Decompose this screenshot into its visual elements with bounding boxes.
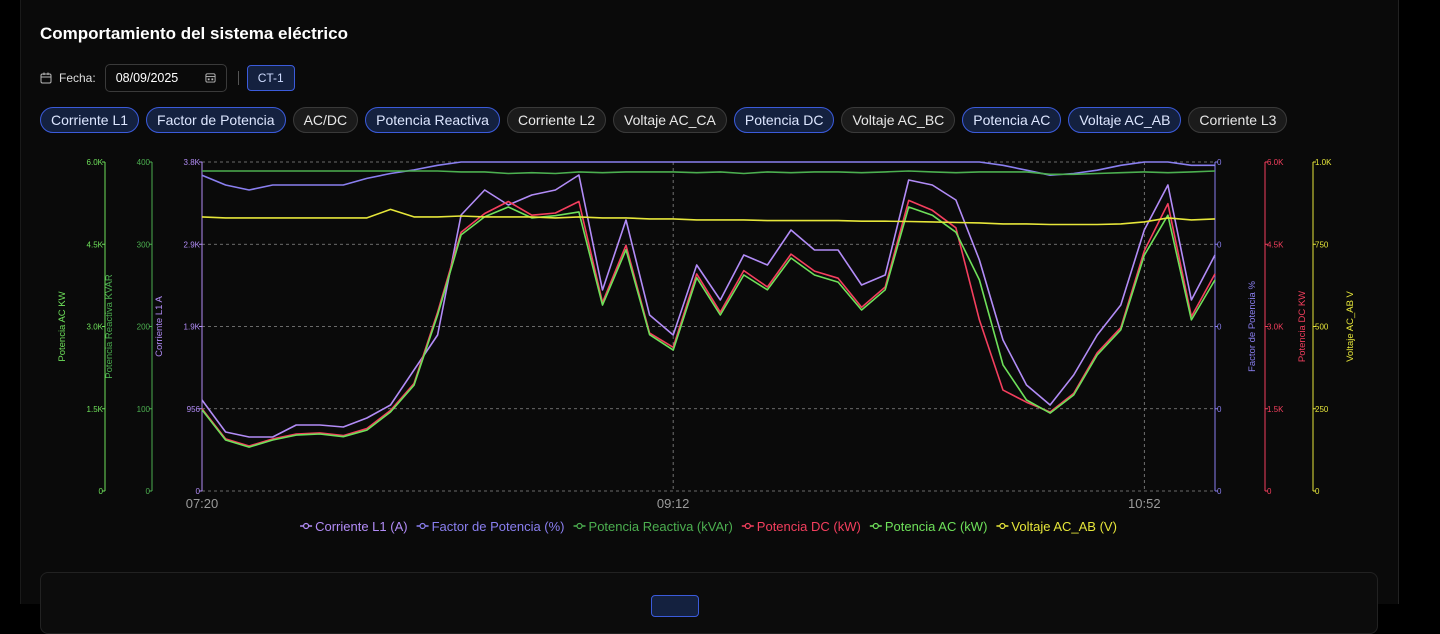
y-tick-label: 1.9K (184, 323, 201, 332)
y-axis-title: Potencia Reactiva KVAR (104, 274, 115, 379)
legend-label: Potencia DC (kW) (757, 519, 861, 534)
legend-item: Potencia AC (kW) (869, 519, 988, 534)
date-label: Fecha: (59, 70, 96, 85)
date-value: 08/09/2025 (115, 70, 179, 85)
station-tag[interactable]: CT-1 (246, 64, 295, 91)
x-tick-label: 07:20 (186, 496, 219, 511)
series-chip[interactable]: Voltaje AC_AB (1068, 107, 1182, 133)
y-tick-label: 3.0K (1267, 323, 1284, 332)
body: 07:20 09:12 10:52 0 956 1.9K 2.9K 3.8K Corriente… (20, 0, 1399, 634)
y-tick-label: 6.0K (87, 158, 104, 167)
separator (237, 70, 239, 85)
series-chip[interactable]: Voltaje AC_BC (841, 107, 956, 133)
series-line (201, 174, 1216, 438)
y-tick-label: 1.0K (1315, 158, 1332, 167)
y-tick-label: 200 (137, 323, 151, 332)
y-tick-label: 250 (1315, 405, 1329, 414)
legend-label: Corriente L1 (A) (315, 519, 407, 534)
legend-symbol (302, 522, 310, 530)
y-tick-label: 500 (1315, 323, 1329, 332)
y-tick-label: 4.5K (87, 240, 104, 249)
date-picker-icon[interactable] (205, 72, 216, 83)
series-chip[interactable]: Potencia Reactiva (365, 107, 500, 133)
y-tick-label: 750 (1315, 240, 1329, 249)
y-tick-label: 0 (1217, 405, 1222, 414)
y-tick-label: 0 (99, 487, 104, 496)
card-control[interactable] (651, 595, 699, 617)
y-tick-label: 400 (137, 158, 151, 167)
legend-symbol (576, 522, 583, 530)
y-axis-title: Potencia AC KW (57, 291, 68, 361)
legend-symbol (419, 522, 426, 530)
y-tick-label: 100 (137, 405, 151, 414)
y-tick-label: 6.0K (1267, 158, 1284, 167)
y-axis-title: Voltaje AC_AB V (1345, 290, 1356, 361)
legend-item: Potencia Reactiva (kVAr) (573, 519, 733, 534)
y-tick-label: 0 (1315, 487, 1320, 496)
series-chip[interactable]: Factor de Potencia (146, 107, 286, 133)
chart: 07:20 09:12 10:52 0 956 1.9K 2.9K 3.8K Corriente… (57, 158, 1356, 534)
y-axis-title: Factor de Potencia % (1247, 281, 1258, 372)
y-tick-label: 0 (1217, 158, 1222, 167)
legend-label: Voltaje AC_AB (V) (1011, 519, 1117, 534)
legend-label: Potencia AC (kW) (885, 519, 988, 534)
legend-symbol (872, 522, 879, 530)
x-tick-label: 09:12 (657, 496, 690, 511)
y-axis-title: Potencia DC KW (1297, 291, 1308, 362)
y-tick-label: 0 (1217, 323, 1222, 332)
y-tick-label: 0 (196, 487, 201, 496)
series-line (201, 208, 1216, 226)
legend-item: Potencia DC (kW) (741, 519, 861, 534)
y-tick-label: 3.8K (184, 158, 201, 167)
legend-symbol (999, 522, 1006, 530)
series-chip[interactable]: AC/DC (292, 107, 359, 133)
series-chip[interactable]: Potencia DC (733, 107, 835, 133)
series-line (201, 206, 1216, 448)
y-tick-label: 1.5K (87, 405, 104, 414)
series-line (202, 170, 1216, 176)
y-tick-label: 1.5K (1267, 405, 1284, 414)
series-chip[interactable]: Corriente L3 (1188, 107, 1288, 133)
series-chip[interactable]: Corriente L2 (506, 107, 607, 133)
series-line (201, 161, 1215, 191)
series-chip[interactable]: Potencia AC (962, 107, 1062, 133)
panel (20, 0, 1399, 604)
y-tick-label: 2.9K (184, 240, 201, 249)
series-chip[interactable]: Corriente L1 (40, 107, 140, 133)
calendar-icon (40, 72, 52, 83)
page-title: Comportamiento del sistema eléctrico (40, 24, 348, 43)
legend-label: Potencia Reactiva (kVAr) (589, 519, 733, 534)
y-tick-label: 0 (146, 487, 151, 496)
y-tick-label: 4.5K (1267, 240, 1284, 249)
y-tick-label: 0 (1217, 240, 1222, 249)
legend-label: Factor de Potencia (%) (432, 519, 565, 534)
legend-symbol (744, 522, 751, 530)
y-tick-label: 0 (1267, 487, 1272, 496)
bottom-card (40, 572, 1378, 634)
y-tick-label: 3.0K (87, 323, 104, 332)
filters: Fecha: 08/09/2025 CT-1 (40, 63, 295, 92)
x-tick-label: 10:52 (1128, 496, 1161, 511)
series-chip[interactable]: Voltaje AC_CA (613, 107, 727, 133)
legend-item: Corriente L1 (A) (300, 519, 408, 534)
legend-item: Factor de Potencia (%) (416, 519, 565, 534)
page: Comportamiento del sistema eléctrico {"h… (20, 0, 1399, 634)
y-axis-title: Corriente L1 A (154, 295, 165, 356)
series-chips: Corriente L1 Factor de Potencia AC/DC Poten… (40, 107, 1288, 133)
legend: Corriente L1 (A) Factor de Potencia (%) Po… (300, 519, 1117, 534)
date-input[interactable]: 08/09/2025 (104, 63, 227, 92)
y-tick-label: 0 (1217, 487, 1222, 496)
series-line (201, 199, 1216, 447)
y-tick-label: 956 (187, 405, 201, 414)
legend-item: Voltaje AC_AB (V) (996, 519, 1117, 534)
y-tick-label: 300 (137, 240, 151, 249)
